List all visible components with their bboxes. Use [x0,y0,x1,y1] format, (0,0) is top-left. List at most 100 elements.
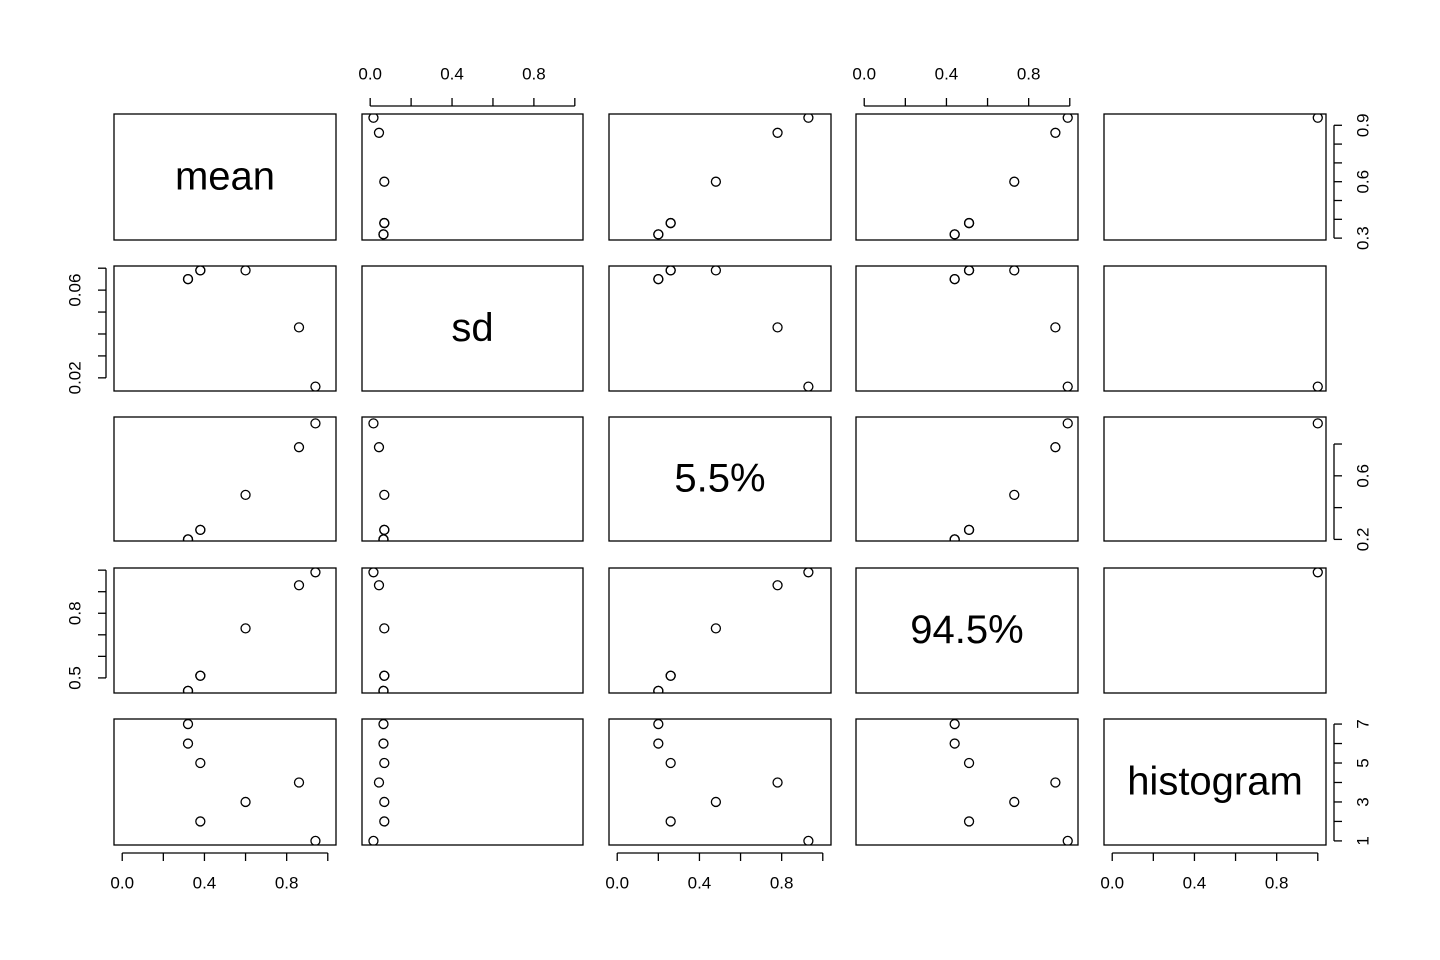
point [293,442,305,453]
variable-label: histogram [1127,760,1303,804]
point [379,217,390,229]
panel [1103,113,1327,241]
y-tick-label: 0.06 [65,274,84,307]
point [710,796,722,808]
panel-points [653,266,814,391]
point [310,568,321,578]
point [1312,418,1323,429]
point [665,670,676,681]
point [240,796,251,808]
panel [361,567,584,694]
point [195,266,206,276]
point [240,266,251,276]
point [373,580,385,591]
point [1009,489,1020,501]
point [182,534,194,541]
panel [1103,567,1327,694]
point [195,524,206,536]
point [772,127,783,138]
panel-points [653,114,814,240]
point [182,738,194,749]
panel-points [368,568,390,693]
point [379,623,390,634]
point [1062,381,1073,391]
point [373,777,385,788]
point [182,685,194,693]
y-tick-label: 0.6 [1353,170,1372,194]
point [368,418,379,429]
panel-points [182,568,321,693]
x-tick-label: 0.4 [688,873,712,892]
point [378,685,389,693]
point [182,274,194,285]
x-tick-label: 0.0 [110,873,134,892]
panel-points [368,418,390,541]
x-tick-label: 0.0 [358,64,382,83]
point [195,670,206,681]
point [378,719,389,730]
x-tick-label: 0.8 [1265,873,1289,892]
point [963,757,975,769]
panel-points [949,114,1073,240]
y-tick-label: 0.02 [65,361,84,394]
panel [855,265,1079,392]
point [1050,127,1061,138]
panel-points [368,114,390,240]
point [293,777,305,788]
panel-points [1312,381,1323,391]
x-tick-label: 0.0 [1100,873,1124,892]
panel-points [653,719,814,845]
point [1009,266,1020,276]
point [803,114,814,123]
panel-points [182,418,321,541]
panel [361,265,584,392]
panel [855,416,1079,542]
y-tick-label: 0.2 [1353,528,1372,552]
x-tick-label: 0.0 [852,64,876,83]
x-tick-label: 0.0 [605,873,629,892]
point [379,524,390,536]
x-tick-label: 0.4 [1183,873,1207,892]
point [378,229,389,240]
point [665,757,676,769]
panel [1103,416,1327,542]
point [772,580,783,591]
point [368,568,379,578]
panel-points [949,266,1073,391]
point [963,217,975,229]
variable-label: 5.5% [674,457,765,501]
panel-points [368,719,390,845]
panel-points [1312,418,1323,429]
point [1050,322,1061,333]
y-tick-label: 0.3 [1353,226,1372,250]
point [1050,777,1061,788]
point [378,534,389,541]
point [665,266,676,276]
point [182,719,194,730]
x-tick-label: 0.8 [1017,64,1041,83]
point [653,229,664,240]
point [195,757,206,769]
point [368,114,379,123]
point [710,623,722,634]
point [1009,176,1020,187]
point [653,685,664,693]
point [653,719,664,730]
point [1062,835,1073,845]
point [240,623,251,634]
panel [608,718,832,846]
point [379,176,390,187]
point [949,229,960,240]
panel [608,416,832,542]
point [653,738,664,749]
panel [113,265,337,392]
point [1050,442,1061,453]
panel [113,567,337,694]
point [1312,381,1323,391]
panel [113,416,337,542]
panel-points [182,719,321,845]
point [1312,568,1323,578]
panel [855,567,1079,694]
panel [608,567,832,694]
